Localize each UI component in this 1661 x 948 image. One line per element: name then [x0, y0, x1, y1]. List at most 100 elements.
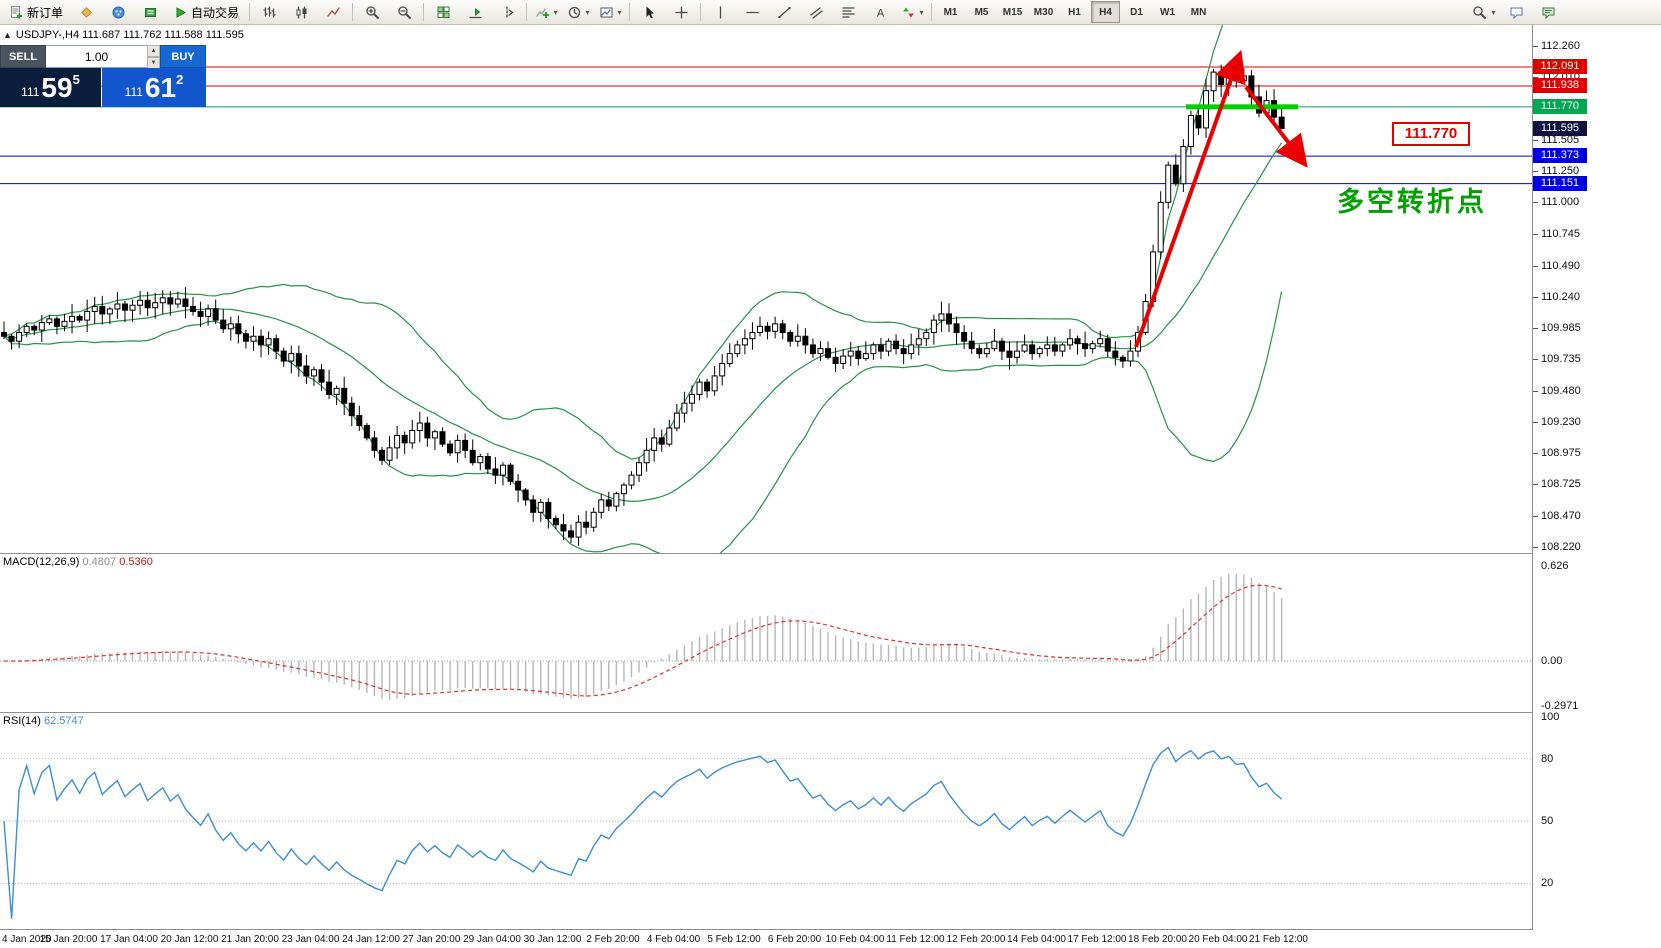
main-chart-canvas[interactable]: [0, 25, 1532, 553]
timeframe-m15[interactable]: M15: [1002, 6, 1023, 18]
collapse-panel-icon[interactable]: ▲: [3, 30, 12, 40]
tile-windows-icon: [437, 6, 450, 18]
buy-price-panel[interactable]: 111 61 2: [102, 68, 206, 107]
text-button[interactable]: A: [864, 0, 896, 24]
time-label: 10 Feb 04:00: [825, 934, 885, 945]
timeframe-mn[interactable]: MN: [1190, 6, 1207, 18]
time-label: 14 Feb 04:00: [1007, 934, 1066, 945]
price-tick: 109.735: [1541, 353, 1581, 366]
axis-tick-mark: [1533, 77, 1538, 79]
buy-button[interactable]: BUY: [160, 45, 206, 68]
timeframe-m30[interactable]: M30: [1033, 6, 1054, 18]
navigator-button[interactable]: [102, 0, 134, 24]
pane-separator[interactable]: [0, 929, 1661, 930]
channel-icon: [809, 6, 823, 19]
macd-pane[interactable]: MACD(12,26,9) 0.4807 0.5360: [0, 554, 1532, 712]
buy-price-sup: 2: [176, 72, 184, 87]
channel-button[interactable]: [800, 0, 832, 24]
chart-title-row: ▲ USDJPY-,H4 111.687 111.762 111.588 111.…: [3, 29, 244, 41]
price-tick: 108.470: [1541, 510, 1581, 523]
rsi-name: RSI(14): [3, 715, 41, 727]
sell-price-prefix: 111: [21, 84, 40, 99]
crosshair-button[interactable]: [665, 0, 697, 24]
line-chart-button[interactable]: [317, 0, 349, 24]
terminal-button[interactable]: [134, 0, 166, 24]
toolbar-separator: [423, 3, 425, 21]
volume-box: ▲ ▼: [46, 44, 160, 69]
toolbar-separator: [629, 3, 631, 21]
templates-button[interactable]: ▾: [594, 0, 626, 24]
chat-button[interactable]: [1532, 0, 1564, 24]
main-chart-pane[interactable]: ▲ USDJPY-,H4 111.687 111.762 111.588 111.…: [0, 25, 1532, 553]
pane-separator[interactable]: [0, 712, 1661, 713]
time-label: 4 Feb 04:00: [646, 934, 701, 945]
price-tick: 109.480: [1541, 384, 1581, 397]
timeframe-d1[interactable]: D1: [1130, 6, 1143, 18]
auto-scroll-icon: [468, 7, 482, 18]
zoom-out-button[interactable]: [388, 0, 420, 24]
dropdown-caret: ▾: [1491, 7, 1496, 17]
bar-chart-button[interactable]: [253, 0, 285, 24]
templates-icon: [600, 7, 613, 17]
volume-input[interactable]: [46, 48, 147, 65]
sell-price-panel[interactable]: 111 59 5: [0, 68, 101, 107]
comment-icon: [1510, 7, 1522, 19]
time-label: 27 Jan 20:00: [402, 934, 461, 945]
autotrading-label: 自动交易: [191, 5, 240, 20]
sell-price-sup: 5: [72, 72, 80, 87]
timeframe-w1[interactable]: W1: [1160, 6, 1176, 18]
buy-price-prefix: 111: [124, 84, 143, 99]
chart-title: USDJPY-,H4 111.687 111.762 111.588 111.5…: [15, 29, 244, 41]
comment-button[interactable]: [1500, 0, 1532, 24]
indicators-button[interactable]: ▾: [530, 0, 562, 24]
annotation-note-text[interactable]: 多空转折点: [1337, 187, 1487, 217]
sell-button[interactable]: SELL: [0, 45, 46, 68]
autotrading-button[interactable]: 自动交易: [166, 0, 246, 24]
rsi-pane[interactable]: RSI(14) 62.5747: [0, 713, 1532, 929]
terminal-icon: [144, 7, 156, 17]
market-watch-button[interactable]: [70, 0, 102, 24]
candlestick-chart-button[interactable]: [285, 0, 317, 24]
zoom-out-icon: [397, 5, 411, 19]
horizontal-line-button[interactable]: [736, 0, 768, 24]
rsi-label-row: RSI(14) 62.5747: [3, 715, 84, 727]
price-axis[interactable]: 112.260112.010111.505111.250111.000110.7…: [1532, 25, 1661, 930]
rsi-canvas[interactable]: [0, 713, 1532, 929]
arrows-button[interactable]: ▾: [896, 0, 928, 24]
auto-scroll-button[interactable]: [459, 0, 491, 24]
cursor-button[interactable]: [633, 0, 665, 24]
price-tick: 110.240: [1541, 290, 1580, 303]
time-label: 18 Feb 20:00: [1128, 934, 1187, 945]
price-level-badge: 111.770: [1533, 98, 1587, 114]
timeframe-h1[interactable]: H1: [1068, 6, 1081, 18]
timeframe-h4[interactable]: H4: [1091, 1, 1121, 23]
current-price-badge: 111.595: [1533, 120, 1587, 136]
time-label: 17 Feb 12:00: [1067, 934, 1127, 945]
pane-separator[interactable]: [0, 553, 1661, 554]
macd-label-row: MACD(12,26,9) 0.4807 0.5360: [3, 556, 153, 568]
rsi-line: [3, 746, 1283, 919]
rsi-axis-label: 20: [1541, 877, 1554, 890]
macd-axis-label: 0.626: [1541, 559, 1569, 572]
volume-down-button[interactable]: ▼: [147, 56, 160, 69]
vertical-line-button[interactable]: [704, 0, 736, 24]
zoom-in-button[interactable]: [356, 0, 388, 24]
price-level-badge: 111.373: [1533, 148, 1587, 164]
time-axis[interactable]: 4 Jan 2020 15 Jan 20:00 17 Jan 04:00 20 Jan…: [0, 930, 1532, 948]
toolbar-right-group: ▾: [1468, 0, 1564, 24]
timeframe-m5[interactable]: M5: [974, 6, 989, 18]
periods-button[interactable]: ▾: [562, 0, 594, 24]
new-order-button[interactable]: 新订单: [2, 0, 70, 24]
volume-up-button[interactable]: ▲: [147, 44, 160, 57]
search-button[interactable]: ▾: [1468, 0, 1500, 24]
trend-arrows: [1134, 49, 1308, 348]
chart-shift-button[interactable]: [491, 0, 523, 24]
macd-canvas[interactable]: [0, 554, 1532, 712]
time-label: 23 Jan 04:00: [281, 934, 340, 945]
tile-windows-button[interactable]: [427, 0, 459, 24]
fibonacci-button[interactable]: [832, 0, 864, 24]
price-tick: 112.260: [1541, 40, 1580, 53]
trendline-button[interactable]: [768, 0, 800, 24]
price-tag-label[interactable]: 111.770: [1392, 122, 1470, 146]
timeframe-m1[interactable]: M1: [943, 6, 958, 18]
